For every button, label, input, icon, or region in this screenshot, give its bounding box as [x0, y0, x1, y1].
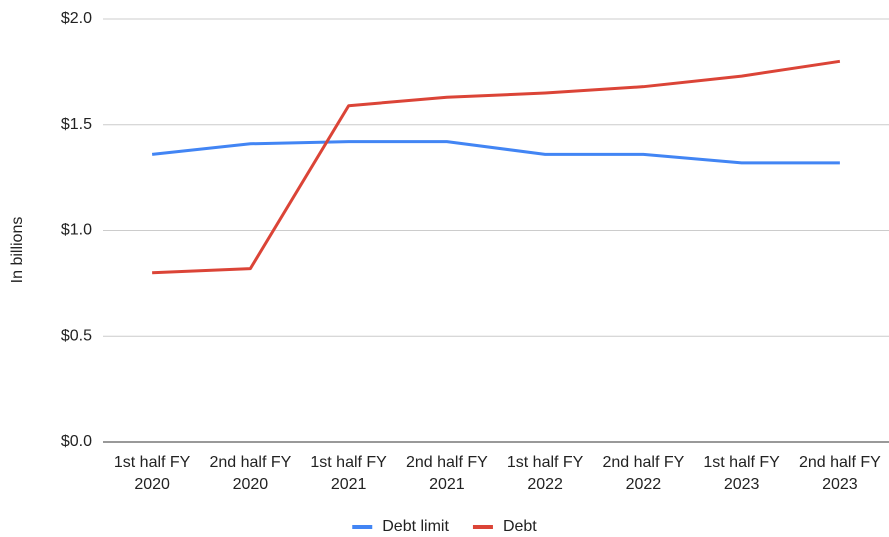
legend-label: Debt: [503, 518, 537, 535]
x-tick-label: 1st half FY 2020: [113, 454, 191, 493]
x-tick-label: 2nd half FY 2020: [209, 454, 292, 493]
x-tick-label: 2nd half FY 2023: [798, 454, 881, 493]
series-line: [151, 140, 840, 165]
legend-label: Debt limit: [382, 518, 449, 535]
y-tick-label: $1.5: [61, 116, 92, 133]
x-tick-label: 1st half FY 2022: [506, 454, 584, 493]
x-tick-label: 1st half FY 2023: [703, 454, 780, 493]
y-tick-label: $0.5: [61, 327, 92, 344]
x-tick-label: 2nd half FY 2022: [602, 454, 685, 493]
x-tick-label: 1st half FY 2021: [310, 454, 387, 493]
x-tick-label: 2nd half FY 2021: [405, 454, 488, 493]
series-line: [152, 59, 841, 275]
y-tick-label: $0.0: [61, 433, 92, 450]
y-axis-label: In billions: [9, 217, 26, 284]
y-tick-label: $1.0: [61, 222, 92, 239]
y-tick-label: $2.0: [61, 10, 92, 27]
